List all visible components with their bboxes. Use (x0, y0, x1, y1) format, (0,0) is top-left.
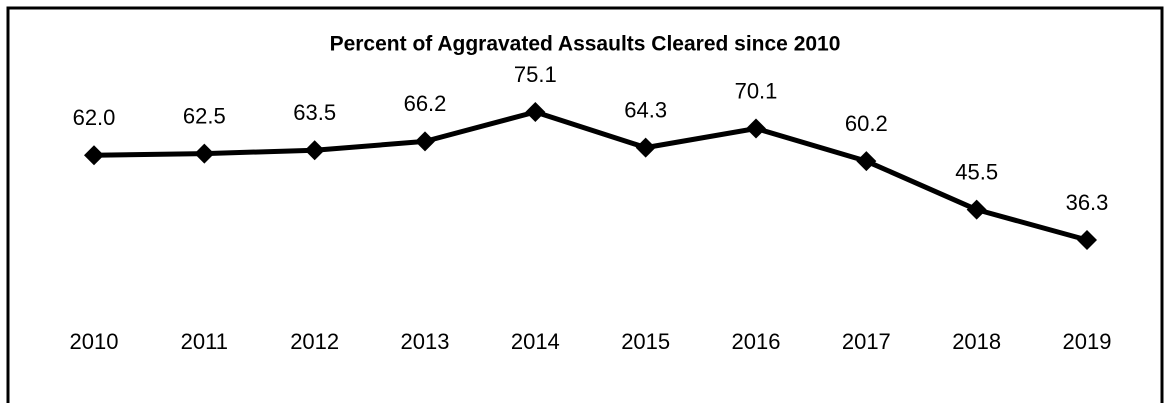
x-tick-label: 2017 (842, 329, 891, 354)
point-marker (1077, 230, 1097, 250)
point-marker (415, 131, 435, 152)
data-label: 45.5 (955, 159, 998, 184)
chart-title: Percent of Aggravated Assaults Cleared s… (330, 33, 841, 56)
point-marker (966, 199, 987, 220)
point-marker (635, 137, 656, 158)
point-marker (856, 151, 877, 172)
data-label: 70.1 (735, 78, 778, 103)
x-tick-label: 2018 (952, 329, 1001, 354)
x-tick-label: 2012 (290, 329, 339, 354)
point-marker (525, 102, 546, 122)
x-tick-label: 2013 (401, 329, 450, 354)
data-label: 64.3 (624, 97, 667, 122)
data-label: 75.1 (514, 62, 557, 87)
line (93, 109, 1088, 243)
point-marker (304, 140, 325, 161)
point-marker (746, 118, 766, 139)
x-tick-label: 2011 (181, 329, 228, 354)
point-marker (84, 145, 104, 166)
point-marker (194, 143, 215, 164)
x-tick-label: 2010 (70, 329, 119, 354)
data-label: 66.2 (404, 91, 447, 116)
x-tick-label: 2019 (1063, 329, 1112, 354)
data-label: 63.5 (293, 100, 336, 125)
data-label: 62.0 (73, 105, 116, 130)
data-label: 36.3 (1066, 190, 1109, 215)
data-label: 60.2 (845, 111, 888, 136)
x-tick-label: 2016 (732, 329, 781, 354)
data-label: 62.5 (183, 103, 226, 128)
chart-frame (6, 6, 1164, 403)
x-tick-label: 2014 (511, 329, 560, 354)
x-tick-label: 2015 (621, 329, 670, 354)
